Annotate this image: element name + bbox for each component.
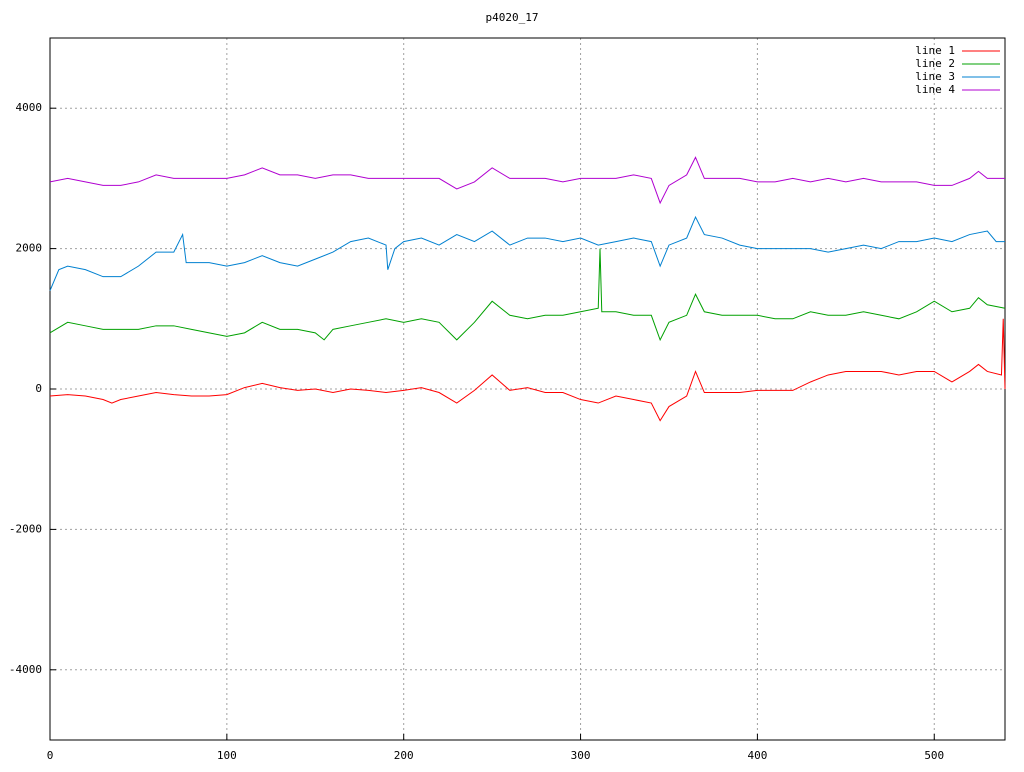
legend-label: line 4 bbox=[915, 83, 955, 96]
legend-label: line 3 bbox=[915, 70, 955, 83]
y-tick-label: -2000 bbox=[9, 522, 42, 535]
data-line bbox=[49, 215, 1005, 291]
y-tick-label: -4000 bbox=[9, 663, 42, 676]
legend-label: line 2 bbox=[915, 57, 955, 70]
data-line bbox=[49, 248, 1006, 342]
data-line bbox=[49, 156, 1005, 205]
x-tick-label: 500 bbox=[924, 749, 944, 762]
x-tick-label: 300 bbox=[571, 749, 591, 762]
x-tick-label: 100 bbox=[217, 749, 237, 762]
legend-label: line 1 bbox=[915, 44, 955, 57]
y-tick-label: 4000 bbox=[16, 101, 43, 114]
x-tick-label: 400 bbox=[747, 749, 767, 762]
x-tick-label: 200 bbox=[394, 749, 414, 762]
y-tick-label: 2000 bbox=[16, 242, 43, 255]
data-line bbox=[49, 318, 1006, 422]
y-tick-label: 0 bbox=[35, 382, 42, 395]
x-tick-label: 0 bbox=[47, 749, 54, 762]
chart-title: p4020_17 bbox=[486, 11, 539, 24]
